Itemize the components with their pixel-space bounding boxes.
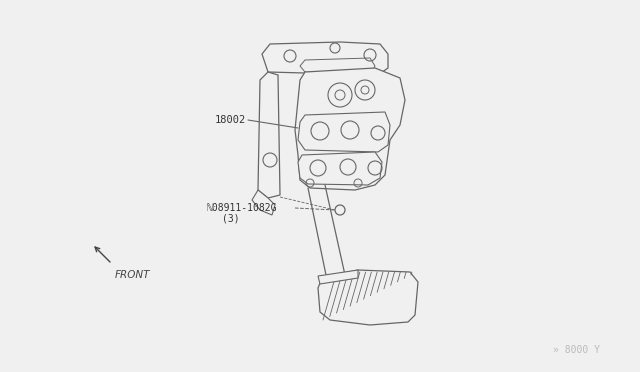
Polygon shape — [318, 270, 418, 325]
Polygon shape — [258, 72, 280, 198]
Text: FRONT: FRONT — [115, 270, 150, 280]
Polygon shape — [300, 58, 375, 74]
Text: 18002: 18002 — [215, 115, 246, 125]
Polygon shape — [298, 112, 390, 152]
Polygon shape — [252, 190, 275, 215]
Polygon shape — [295, 68, 405, 190]
Text: ℕ08911-1082G: ℕ08911-1082G — [207, 203, 278, 213]
Polygon shape — [262, 42, 388, 75]
Polygon shape — [318, 270, 358, 284]
Text: (3): (3) — [222, 213, 239, 223]
Text: » 8000 Y: » 8000 Y — [553, 345, 600, 355]
Polygon shape — [298, 152, 382, 185]
